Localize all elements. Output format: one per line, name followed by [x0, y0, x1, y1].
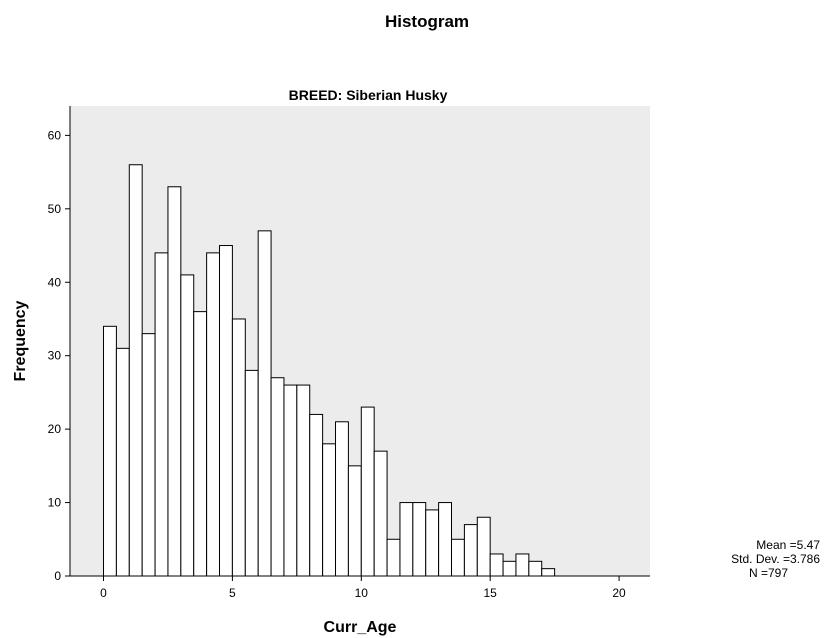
- histogram-bar: [283, 384, 298, 577]
- y-tick-label: 50: [48, 202, 62, 216]
- x-axis-label: Curr_Age: [324, 619, 397, 636]
- histogram-bar: [373, 450, 388, 577]
- y-tick-label: 0: [54, 569, 61, 583]
- x-tick-label: 0: [100, 586, 107, 600]
- histogram-bar: [206, 252, 221, 577]
- histogram-bar: [515, 553, 530, 577]
- histogram-bar: [180, 274, 195, 577]
- histogram-bar: [399, 502, 414, 577]
- y-tick-label: 20: [48, 422, 62, 436]
- histogram-bar: [412, 502, 427, 577]
- x-tick-label: 20: [612, 586, 626, 600]
- histogram-bar: [386, 538, 401, 577]
- histogram-bar: [270, 377, 285, 577]
- histogram-bar: [244, 369, 259, 577]
- histogram-bar: [154, 252, 169, 577]
- histogram-bar: [489, 553, 504, 577]
- stat-n: N =797: [749, 566, 788, 580]
- x-ticks-group: 0 5 10 15 20: [100, 576, 626, 600]
- y-tick-label: 40: [48, 275, 62, 289]
- chart-title: Histogram: [385, 12, 469, 31]
- histogram-bar: [347, 465, 362, 577]
- histogram-bar: [128, 164, 143, 577]
- histogram-bar: [296, 384, 311, 577]
- bars-group: [103, 164, 556, 577]
- histogram-bar: [425, 509, 440, 577]
- histogram-bar: [463, 524, 478, 577]
- histogram-bar: [438, 502, 453, 577]
- histogram-bar: [141, 333, 156, 577]
- histogram-bar: [322, 443, 337, 577]
- histogram-bar: [309, 413, 324, 577]
- x-tick-label: 5: [229, 586, 236, 600]
- x-tick-label: 10: [355, 586, 369, 600]
- histogram-bar: [103, 325, 117, 577]
- histogram-bar: [115, 347, 130, 577]
- histogram-bar: [193, 311, 208, 577]
- histogram-bar: [167, 186, 182, 577]
- chart-subtitle: BREED: Siberian Husky: [289, 87, 448, 103]
- x-tick-label: 15: [483, 586, 497, 600]
- y-tick-label: 10: [48, 496, 62, 510]
- histogram-bar: [476, 516, 491, 577]
- histogram-bar: [360, 406, 375, 577]
- histogram-bar: [502, 560, 517, 577]
- histogram-bar: [257, 230, 272, 577]
- histogram-bar: [231, 318, 246, 577]
- histogram-bar: [541, 568, 556, 577]
- histogram-bar: [335, 421, 349, 577]
- histogram-bar: [451, 538, 465, 577]
- y-tick-label: 30: [48, 349, 62, 363]
- y-ticks-group: 0 10 20 30 40 50 60: [48, 128, 70, 583]
- y-tick-label: 60: [48, 128, 62, 142]
- stat-mean: Mean =5.47: [756, 538, 820, 552]
- histogram-bar: [528, 560, 543, 577]
- stat-std-dev: Std. Dev. =3.786: [731, 552, 820, 566]
- y-axis-label: Frequency: [12, 300, 29, 381]
- histogram-bar: [219, 245, 233, 577]
